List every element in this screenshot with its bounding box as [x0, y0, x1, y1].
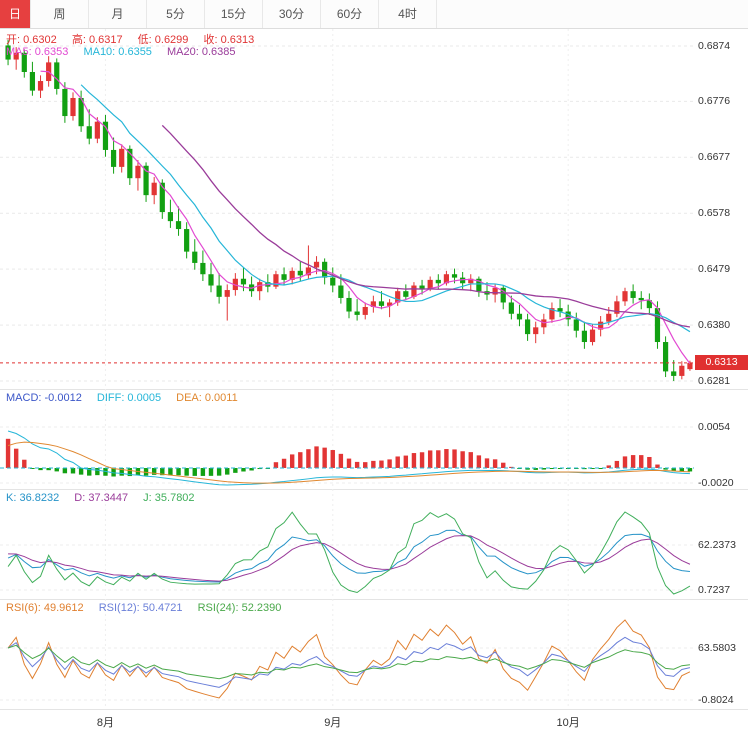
- price-axis-label: 0.6578: [698, 207, 731, 220]
- rsi24-value: RSI(24): 52.2390: [197, 602, 282, 614]
- dea-value: DEA: 0.0011: [176, 392, 238, 404]
- tab-month[interactable]: 月: [89, 0, 147, 28]
- rsi6-value: RSI(6): 49.9612: [6, 602, 84, 614]
- open-value: 开: 0.6302: [6, 34, 57, 46]
- rsi-header: RSI(6): 49.9612 RSI(12): 50.4721 RSI(24)…: [6, 602, 293, 614]
- timeframe-toolbar: 日 周 月 5分 15分 30分 60分 4时: [0, 0, 748, 29]
- tab-60min[interactable]: 60分: [321, 0, 379, 28]
- diff-value: DIFF: 0.0005: [96, 392, 162, 404]
- tab-4hour[interactable]: 4时: [379, 0, 437, 28]
- price-axis-label: 0.6677: [698, 151, 731, 164]
- macd-header: MACD: -0.0012 DIFF: 0.0005 DEA: 0.0011: [6, 392, 250, 404]
- rsi12-value: RSI(12): 50.4721: [98, 602, 183, 614]
- tab-day[interactable]: 日: [0, 0, 31, 28]
- d-value: D: 37.3447: [74, 492, 129, 504]
- x-axis-month-label: 10月: [556, 717, 580, 729]
- high-value: 高: 0.6317: [71, 34, 123, 46]
- x-axis-month-label: 9月: [324, 717, 342, 729]
- low-value: 低: 0.6299: [137, 34, 189, 46]
- tab-15min[interactable]: 15分: [205, 0, 263, 28]
- price-axis-label: 0.6874: [698, 40, 731, 52]
- tab-week[interactable]: 周: [31, 0, 89, 28]
- price-axis-label: 0.6281: [698, 375, 731, 387]
- macd-value: MACD: -0.0012: [6, 392, 82, 404]
- kdj-header: K: 36.8232 D: 37.3447 J: 35.7802: [6, 492, 207, 504]
- price-axis-label: 0.6380: [698, 319, 731, 332]
- tab-5min[interactable]: 5分: [147, 0, 205, 28]
- macd-axis-label: 0.0054: [698, 421, 731, 433]
- ma10-value: MA10: 0.6355: [83, 46, 152, 58]
- x-axis-month-label: 8月: [96, 717, 115, 729]
- kdj-axis-label: 0.7237: [698, 584, 731, 596]
- kdj-axis-label: 62.2373: [698, 539, 736, 551]
- j-value: J: 35.7802: [143, 492, 195, 504]
- k-value: K: 36.8232: [6, 492, 60, 504]
- tab-30min[interactable]: 30分: [263, 0, 321, 28]
- rsi-axis-label: -0.8024: [698, 694, 734, 706]
- ma5-value: MA5: 0.6353: [6, 46, 69, 58]
- price-axis-label: 0.6479: [698, 263, 731, 276]
- close-value: 收: 0.6313: [203, 34, 255, 46]
- rsi-axis-label: 63.5803: [698, 642, 736, 654]
- ma-header: MA5: 0.6353 MA10: 0.6355 MA20: 0.6385: [6, 46, 248, 58]
- price-axis-label: 0.6776: [698, 95, 731, 108]
- current-price-badge: 0.6313: [695, 354, 748, 370]
- ohlc-header: 开: 0.6302 高: 0.6317 低: 0.6299 收: 0.6313: [6, 31, 266, 47]
- ma20-value: MA20: 0.6385: [167, 46, 236, 58]
- macd-axis-label: -0.0020: [698, 477, 734, 489]
